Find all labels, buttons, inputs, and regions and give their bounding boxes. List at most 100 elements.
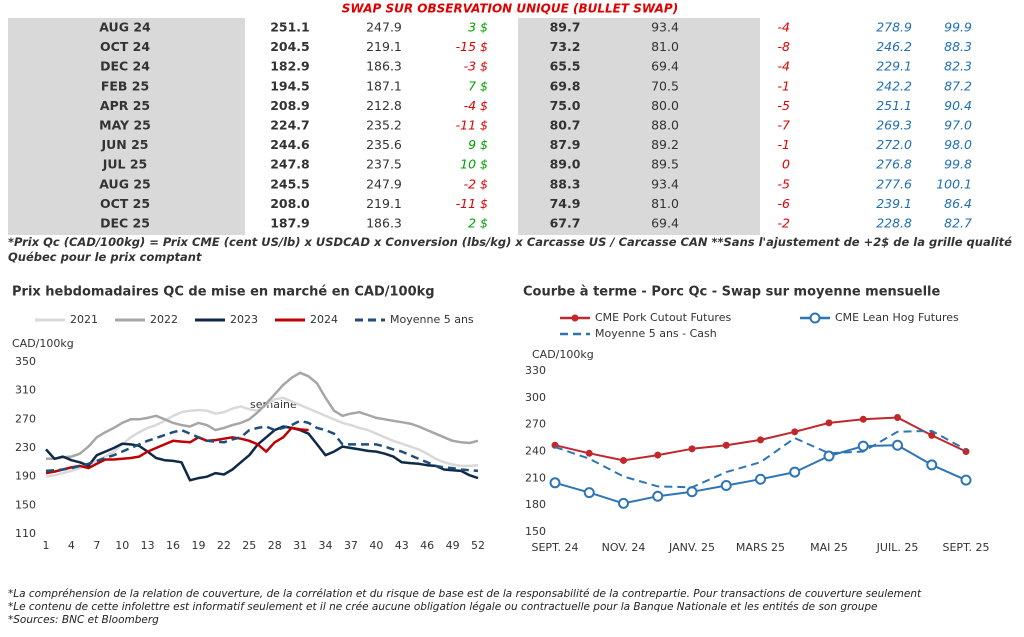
marker	[789, 466, 801, 478]
table-cell: 87.9	[550, 137, 581, 152]
x-tick-label: 34	[319, 539, 333, 552]
marker	[791, 428, 799, 436]
table-cell: 93.4	[651, 20, 679, 35]
table-cell: 82.7	[944, 216, 972, 231]
x-tick-label: 37	[344, 539, 358, 552]
table-cell: 69.4	[651, 216, 679, 231]
marker	[620, 456, 627, 464]
table-cell: 69.4	[651, 59, 679, 74]
table-cell: 10 $	[460, 157, 488, 172]
y-tick-label: 300	[525, 391, 546, 404]
table-cell: 247.9	[366, 20, 402, 35]
footnote: *Le contenu de cette infolettre est info…	[8, 601, 878, 613]
table-title: SWAP SUR OBSERVATION UNIQUE (BULLET SWAP…	[342, 2, 678, 16]
legend-label: Moyenne 5 ans	[390, 313, 474, 326]
table-cell: -11 $	[456, 196, 488, 211]
table-cell: 272.0	[876, 137, 912, 152]
x-tick-label: NOV. 24	[602, 541, 646, 554]
table-cell: 247.8	[270, 157, 310, 172]
table-cell: 194.5	[270, 78, 310, 93]
x-tick-label: SEPT. 25	[943, 541, 990, 554]
y-tick-label: 210	[525, 471, 546, 484]
y-tick-label: 240	[525, 445, 546, 458]
table-cell: -4	[778, 20, 791, 35]
table-cell: 244.6	[270, 137, 310, 152]
marker	[549, 477, 561, 489]
table-cell: -1	[778, 137, 790, 152]
table-cell: 242.2	[876, 78, 912, 93]
table-cell: 86.4	[944, 196, 972, 211]
table-cell: 98.0	[944, 137, 972, 152]
table-cell: -2 $	[464, 176, 488, 191]
table-cell: -5	[778, 98, 791, 113]
table-cell: 2 $	[468, 216, 488, 231]
marker	[688, 445, 696, 453]
table-cell: 88.3	[944, 39, 972, 54]
table-cell: 7 $	[468, 78, 488, 93]
x-tick-label: 43	[395, 539, 409, 552]
table-cell: JUN 25	[100, 137, 148, 152]
legend-marker	[571, 314, 579, 322]
y-tick-label: 110	[15, 527, 36, 540]
table-cell: 204.5	[270, 39, 310, 54]
table-cell: 219.1	[366, 39, 402, 54]
table-cell: 80.0	[651, 98, 679, 113]
table-cell: -5	[778, 176, 791, 191]
y-tick-label: 150	[15, 498, 36, 511]
marker	[825, 419, 833, 427]
table-cell: 246.2	[876, 39, 912, 54]
x-tick-label: 7	[93, 539, 100, 552]
table-cell: 224.7	[270, 118, 310, 133]
table-cell: 212.8	[366, 98, 402, 113]
table-cell: OCT 24	[100, 39, 150, 54]
y-axis-label: CAD/100kg	[12, 337, 74, 350]
table-cell: APR 25	[100, 98, 150, 113]
legend-label: 2024	[310, 313, 338, 326]
x-tick-label: 16	[166, 539, 180, 552]
table-cell: 247.9	[366, 176, 402, 191]
chart-title: Prix hebdomadaires QC de mise en marché …	[12, 285, 435, 300]
table-cell: 90.4	[944, 98, 972, 113]
footnote: *La compréhension de la relation de couv…	[8, 588, 922, 600]
y-tick-label: 350	[15, 355, 36, 368]
table-cell: 229.1	[876, 59, 912, 74]
table-cell: 0	[782, 157, 790, 172]
table-cell: -15 $	[456, 39, 488, 54]
series-line	[46, 371, 479, 461]
table-cell: 67.7	[550, 216, 581, 231]
table-cell: 208.0	[270, 196, 310, 211]
table-cell: DEC 24	[100, 59, 150, 74]
marker	[859, 415, 867, 423]
marker	[722, 441, 730, 449]
legend-label: 2021	[70, 313, 98, 326]
table-cell: -4	[778, 59, 791, 74]
marker	[618, 497, 629, 509]
table-cell: 87.2	[944, 78, 972, 93]
x-tick-label: 4	[68, 539, 75, 552]
y-tick-label: 330	[525, 364, 546, 377]
series-line	[45, 426, 309, 475]
table-cell: 88.3	[550, 176, 581, 191]
legend-marker	[809, 312, 821, 324]
table-cell: -11 $	[456, 118, 488, 133]
table-cell: 235.6	[366, 137, 402, 152]
table-cell: AUG 25	[99, 176, 150, 191]
chart-title: Courbe à terme - Porc Qc - Swap sur moye…	[523, 285, 941, 300]
shade	[518, 18, 760, 235]
marker	[857, 440, 869, 452]
x-tick-label: JANV. 25	[668, 541, 715, 554]
series-line	[554, 429, 967, 489]
table-cell: 245.5	[270, 176, 310, 191]
table-cell: 276.8	[876, 157, 912, 172]
note: *Prix Qc (CAD/100kg) = Prix CME (cent US…	[8, 235, 1012, 264]
x-tick-label: 1	[43, 539, 50, 552]
x-tick-label: 28	[268, 539, 282, 552]
shade	[8, 18, 245, 235]
table-cell: 186.3	[366, 59, 402, 74]
table-cell: 186.3	[366, 216, 402, 231]
x-tick-label: 13	[141, 539, 155, 552]
x-tick-label: 52	[471, 539, 485, 552]
table-cell: 100.1	[936, 176, 972, 191]
table-cell: 70.5	[651, 78, 679, 93]
